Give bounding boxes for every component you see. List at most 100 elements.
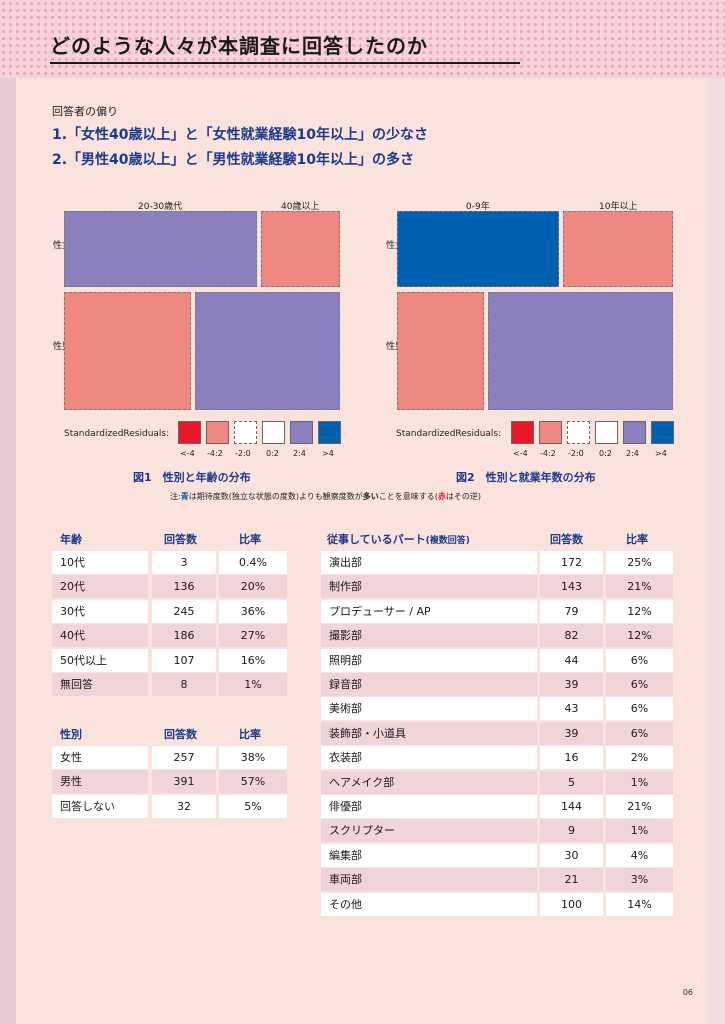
fig1-caption: 図1 性別と年齢の分布 [133,471,251,484]
fig1-legend-tick-6: >4 [322,449,334,458]
age-header-ratio: 比率 [239,533,261,546]
age-header-count: 回答数 [164,533,197,546]
age-table-cell-count: 107 [152,648,216,672]
gender-header-count: 回答数 [164,728,197,741]
part-table-cell-ratio: 6% [606,697,673,721]
note-suffix: ことを意味する( [378,492,438,501]
figure-note: 注:青は期待度数(独立な状態の度数)よりも観察度数が多いことを意味する(赤はその… [170,491,481,502]
fig2-cell-male-old [488,292,673,410]
part-table-cell-ratio: 12% [606,599,673,623]
fig1-legend-swatch-6 [318,421,341,444]
age-table-cell-ratio: 27% [219,624,287,648]
fig1-legend-tick-4: 0:2 [266,449,279,458]
fig2-legend-title: StandardizedResiduals: [396,429,502,439]
fig1-legend-tick-5: 2:4 [293,449,306,458]
fig1-legend-tick-3: -2:0 [235,449,251,458]
part-table-cell-ratio: 2% [606,746,673,770]
age-header-label: 年齢 [60,533,82,546]
part-table-cell-label: 美術部 [321,697,537,721]
part-table-cell-count: 21 [540,868,603,892]
header-dot-band [0,0,725,78]
part-table-cell-count: 143 [540,575,603,599]
part-table-cell-label: 演出部 [321,551,537,574]
age-table-cell-ratio: 36% [219,599,287,623]
part-table-cell-label: スクリプター [321,819,537,843]
title-underline [50,62,520,64]
part-table-cell-ratio: 21% [606,795,673,818]
fig2-legend-tick-6: >4 [655,449,667,458]
part-header-ratio: 比率 [626,533,648,546]
fig1-cell-male-old [195,292,340,410]
gender-header-label: 性別 [60,728,82,741]
part-table-cell-label: 録音部 [321,673,537,696]
fig1-legend-swatch-5 [290,421,313,444]
part-table-cell-count: 9 [540,819,603,843]
headline-2: 2.「男性40歳以上」と「男性就業経験10年以上」の多さ [52,152,415,168]
part-table-cell-count: 39 [540,673,603,696]
age-table-cell-label: 30代 [52,599,148,623]
gender-header-ratio: 比率 [239,728,261,741]
part-table-cell-count: 100 [540,892,603,916]
gender-table-cell-label: 女性 [52,746,148,769]
note-prefix: 注: [170,492,181,501]
part-table-cell-label: 制作部 [321,575,537,599]
fig1-legend-swatch-1 [178,421,201,444]
part-table-cell-ratio: 1% [606,819,673,843]
part-table-cell-label: 車両部 [321,868,537,892]
fig2-cell-female-old [563,211,673,287]
fig2-col-label-young: 0-9年 [466,202,490,212]
part-table-cell-count: 82 [540,624,603,648]
part-table-cell-count: 44 [540,648,603,672]
fig2-caption: 図2 性別と就業年数の分布 [456,471,596,484]
age-table-cell-ratio: 16% [219,648,287,672]
part-table-cell-label: ヘアメイク部 [321,770,537,794]
part-table-cell-label: 装飾部・小道具 [321,721,537,745]
age-table-cell-label: 無回答 [52,673,148,696]
age-table-cell-ratio: 0.4% [219,551,287,574]
part-header-label-main: 従事しているパート [327,533,426,546]
fig1-legend-swatch-2 [206,421,229,444]
age-table-cell-ratio: 20% [219,575,287,599]
fig2-col-label-old: 10年以上 [599,202,638,212]
age-table-cell-label: 20代 [52,575,148,599]
right-margin-strip [708,78,725,1024]
fig1-col-label-old: 40歳以上 [281,202,320,212]
part-table-cell-count: 39 [540,721,603,745]
part-table-cell-ratio: 4% [606,843,673,867]
part-table-cell-label: プロデューサー / AP [321,599,537,623]
fig1-legend-tick-2: -4:2 [207,449,223,458]
fig2-cell-female-young [397,211,559,287]
gender-table-cell-ratio: 57% [219,770,287,794]
gender-table-cell-label: 回答しない [52,794,148,818]
part-table-cell-count: 5 [540,770,603,794]
left-margin-strip [0,78,16,1024]
gender-table-cell-count: 32 [152,794,216,818]
fig2-legend-swatch-5 [623,421,646,444]
age-table-cell-count: 186 [152,624,216,648]
note-red: 赤 [437,492,446,501]
part-table-cell-ratio: 6% [606,721,673,745]
note-blue: 青 [180,492,189,501]
fig2-legend-swatch-3 [567,421,590,444]
age-table-cell-count: 245 [152,599,216,623]
age-table-cell-count: 8 [152,673,216,696]
note-many: 多い [362,492,379,501]
part-table-cell-label: その他 [321,892,537,916]
gender-table-cell-ratio: 38% [219,746,287,769]
fig1-legend-swatch-3 [234,421,257,444]
headline-1: 1.「女性40歳以上」と「女性就業経験10年以上」の少なさ [52,127,429,143]
part-table-cell-ratio: 25% [606,551,673,574]
part-table-cell-ratio: 12% [606,624,673,648]
gender-table-cell-ratio: 5% [219,794,287,818]
fig1-cell-male-young [64,292,191,410]
part-table-cell-label: 撮影部 [321,624,537,648]
note-end: はその逆) [445,492,482,501]
fig2-legend-swatch-2 [539,421,562,444]
part-header-label-sub: (複数回答) [425,536,470,546]
note-middle: は期待度数(独立な状態の度数)よりも観察度数が [188,492,363,501]
fig1-cell-female-old [261,211,340,287]
part-table-cell-label: 衣装部 [321,746,537,770]
part-table-cell-ratio: 6% [606,648,673,672]
part-header-label: 従事しているパート(複数回答) [327,531,470,547]
part-table-cell-ratio: 14% [606,892,673,916]
